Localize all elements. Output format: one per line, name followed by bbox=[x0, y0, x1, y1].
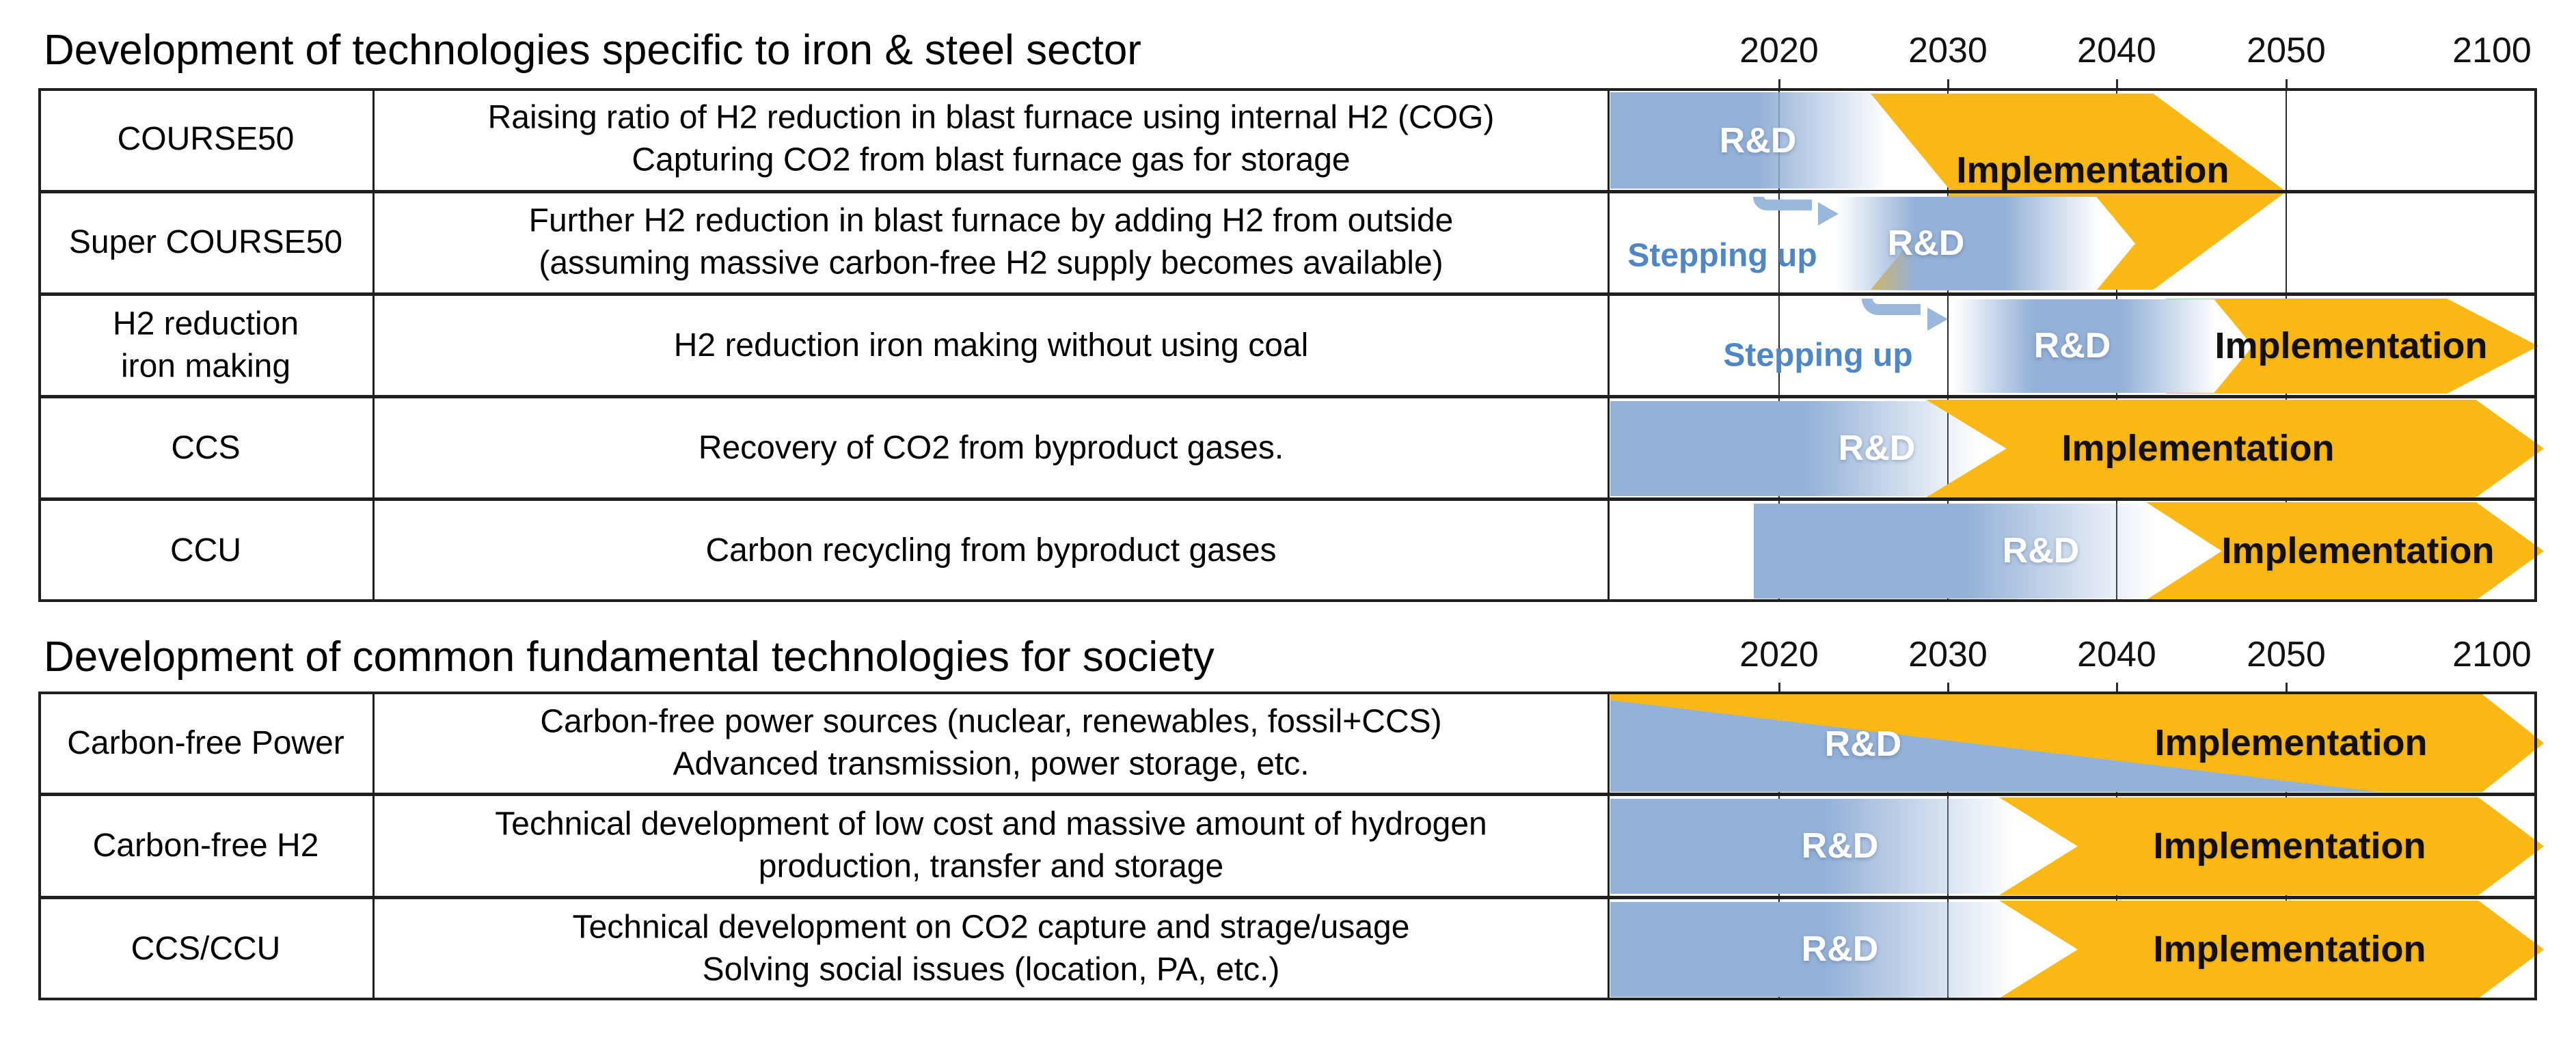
rnd-label-h2-reduction: R&D bbox=[2033, 326, 2111, 366]
row-desc-carbon-free-h2: Technical development of low cost and ma… bbox=[377, 804, 1605, 889]
rnd-arrow-ccs bbox=[1610, 401, 1986, 496]
implementation-label-ccs: Implementation bbox=[2061, 428, 2335, 469]
row-desc-h2-reduction: H2 reduction iron making without using c… bbox=[673, 327, 1309, 364]
implementation-label-h2-reduction: Implementation bbox=[2214, 325, 2488, 366]
gridline-2020 bbox=[1778, 90, 1780, 600]
axis-tick bbox=[2286, 683, 2288, 692]
name-line: iron making bbox=[120, 348, 291, 385]
section1-title: Development of technologies specific to … bbox=[44, 27, 1141, 74]
name-line: H2 reduction bbox=[112, 305, 299, 342]
row-desc-ccs: Recovery of CO2 from byproduct gases. bbox=[698, 429, 1284, 466]
row-separator bbox=[38, 395, 2537, 398]
column-separator bbox=[1608, 90, 1610, 600]
desc-line: (assuming massive carbon-free H2 supply … bbox=[539, 245, 1443, 282]
desc-line: Technical development of low cost and ma… bbox=[495, 806, 1487, 843]
desc-line: Technical development on CO2 capture and… bbox=[572, 909, 1410, 946]
section2-title: Development of common fundamental techno… bbox=[44, 633, 1215, 681]
column-separator bbox=[372, 694, 375, 998]
rnd-arrow-course50 bbox=[1610, 92, 1893, 189]
row-desc-ccs-ccu: Technical development on CO2 capture and… bbox=[377, 907, 1605, 992]
year-label-2040: 2040 bbox=[2077, 31, 2156, 70]
rnd-arrow-ccu bbox=[1754, 504, 2161, 599]
rnd-label-ccu: R&D bbox=[2002, 531, 2080, 571]
row-name-h2-reduction: H2 reduction iron making bbox=[40, 303, 372, 389]
row-separator bbox=[38, 292, 2537, 296]
year-label-2050: 2050 bbox=[2247, 31, 2326, 70]
axis-tick bbox=[2116, 79, 2118, 88]
rnd-arrow-h2-reduction bbox=[1955, 299, 2253, 393]
axis-tick bbox=[1778, 683, 1780, 692]
implementation-label-ccu: Implementation bbox=[2221, 530, 2495, 571]
row-separator bbox=[38, 793, 2537, 796]
row-separator bbox=[38, 896, 2537, 899]
rnd-label-ccs-ccu: R&D bbox=[1801, 929, 1879, 969]
gridline-2030 bbox=[1947, 90, 1949, 600]
axis-tick bbox=[1778, 79, 1780, 88]
implementation-label-course50: Implementation bbox=[1956, 150, 2229, 191]
year-label-2030: 2030 bbox=[1908, 635, 1988, 674]
stepping-up-connector-icon bbox=[1862, 299, 1921, 315]
desc-line: production, transfer and storage bbox=[758, 849, 1224, 885]
year-label-2040: 2040 bbox=[2077, 635, 2156, 674]
axis-tick bbox=[2286, 79, 2288, 88]
implementation-arrow-ccs bbox=[1926, 400, 2544, 497]
axis-tick bbox=[2116, 683, 2118, 692]
row-name-course50: COURSE50 bbox=[117, 120, 295, 157]
stepping-up-connector-arrowhead-icon bbox=[1818, 202, 1839, 225]
rnd-arrow-ccs-ccu bbox=[1610, 902, 2023, 997]
rnd-label-carbon-free-power: R&D bbox=[1824, 724, 1902, 764]
row-name-super-course50: Super COURSE50 bbox=[68, 223, 343, 260]
year-label-2030: 2030 bbox=[1908, 31, 1988, 70]
year-label-2100: 2100 bbox=[2452, 31, 2532, 70]
desc-line: Advanced transmission, power storage, et… bbox=[673, 746, 1310, 782]
implementation-arrow-carbon-free-h2 bbox=[1999, 797, 2544, 895]
implementation-arrow-ccs-ccu bbox=[1999, 901, 2544, 998]
rnd-label-ccs: R&D bbox=[1838, 428, 1916, 468]
rnd-label-carbon-free-h2: R&D bbox=[1801, 826, 1879, 866]
row-desc-course50: Raising ratio of H2 reduction in blast f… bbox=[377, 97, 1605, 182]
axis-tick bbox=[1947, 79, 1949, 88]
row-desc-super-course50: Further H2 reduction in blast furnace by… bbox=[377, 200, 1605, 286]
desc-line: Raising ratio of H2 reduction in blast f… bbox=[487, 99, 1495, 136]
desc-line: Capturing CO2 from blast furnace gas for… bbox=[632, 142, 1351, 178]
stepping-up-connector-arrowhead-icon bbox=[1927, 307, 1948, 331]
year-label-2050: 2050 bbox=[2247, 635, 2326, 674]
year-label-2020: 2020 bbox=[1739, 31, 1819, 70]
year-label-2100: 2100 bbox=[2452, 635, 2532, 674]
desc-line: Solving social issues (location, PA, etc… bbox=[702, 952, 1280, 988]
stepping-up-connector-icon bbox=[1753, 197, 1812, 210]
row-name-ccs-ccu: CCS/CCU bbox=[131, 930, 281, 967]
row-name-carbon-free-h2: Carbon-free H2 bbox=[92, 827, 319, 864]
desc-line: Further H2 reduction in blast furnace by… bbox=[528, 202, 1454, 239]
row-desc-carbon-free-power: Carbon-free power sources (nuclear, rene… bbox=[377, 701, 1605, 786]
implementation-label-ccs-ccu: Implementation bbox=[2153, 929, 2426, 970]
column-separator bbox=[1608, 694, 1610, 998]
row-name-ccu: CCU bbox=[170, 532, 241, 569]
desc-line: Carbon-free power sources (nuclear, rene… bbox=[540, 703, 1442, 740]
rnd-label-course50: R&D bbox=[1719, 121, 1797, 161]
row-separator bbox=[38, 497, 2537, 501]
stepping-up-label-super-course50: Stepping up bbox=[1627, 237, 1817, 274]
year-label-2020: 2020 bbox=[1739, 635, 1819, 674]
rnd-label-super-course50: R&D bbox=[1887, 223, 1965, 263]
column-separator bbox=[372, 90, 375, 600]
row-name-carbon-free-power: Carbon-free Power bbox=[67, 724, 344, 761]
implementation-label-carbon-free-h2: Implementation bbox=[2153, 825, 2426, 866]
axis-tick bbox=[1947, 683, 1949, 692]
row-desc-ccu: Carbon recycling from byproduct gases bbox=[705, 532, 1277, 569]
row-separator bbox=[38, 190, 2537, 193]
row-name-ccs: CCS bbox=[171, 429, 241, 466]
rnd-arrow-carbon-free-h2 bbox=[1610, 799, 2023, 894]
stepping-up-label-h2-reduction: Stepping up bbox=[1723, 337, 1913, 374]
implementation-label-carbon-free-power: Implementation bbox=[2154, 722, 2428, 763]
rnd-arrow-super-course50 bbox=[1837, 197, 2135, 290]
